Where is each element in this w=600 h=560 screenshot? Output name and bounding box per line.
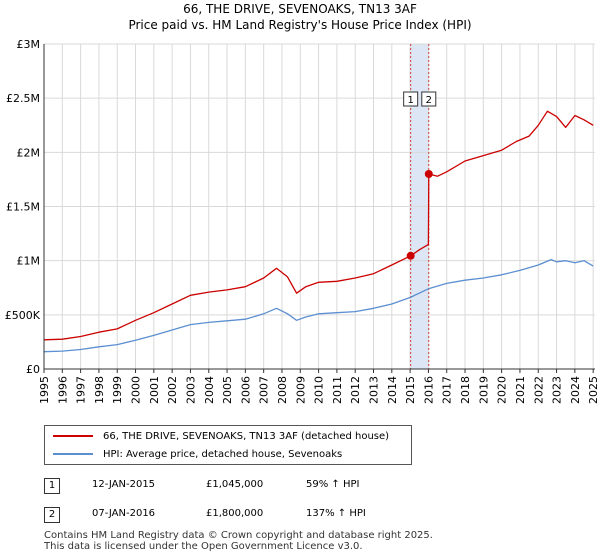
x-tick-label: 2015	[404, 376, 417, 404]
x-tick-label: 2005	[221, 376, 234, 404]
x-tick-label: 1995	[38, 376, 51, 404]
x-tick-label: 2017	[441, 376, 454, 404]
transaction-number: 1	[44, 478, 60, 494]
x-tick-label: 2002	[166, 376, 179, 404]
x-tick-label: 1998	[93, 376, 106, 404]
legend: 66, THE DRIVE, SEVENOAKS, TN13 3AF (deta…	[44, 425, 412, 465]
transaction-price: £1,045,000	[206, 479, 264, 490]
transaction-date: 07-JAN-2016	[92, 508, 156, 519]
chart-title-line1: 66, THE DRIVE, SEVENOAKS, TN13 3AF	[183, 2, 417, 16]
legend-label-hpi: HPI: Average price, detached house, Seve…	[103, 448, 343, 460]
transaction-row-1: 1 12-JAN-2015 £1,045,000 59% ↑ HPI	[44, 478, 564, 496]
x-tick-label: 2024	[569, 376, 582, 404]
x-tick-label: 2008	[276, 376, 289, 404]
y-tick-label: £500K	[5, 309, 41, 322]
x-tick-label: 2000	[130, 376, 143, 404]
y-tick-label: £2M	[17, 146, 41, 159]
property-price-line	[43, 110, 594, 341]
y-tick-label: £1.5M	[6, 201, 40, 214]
transaction-price: £1,800,000	[206, 508, 264, 519]
footer-attribution: Contains HM Land Registry data © Crown c…	[44, 530, 433, 552]
sale-point	[424, 170, 433, 178]
x-tick-label: 2020	[496, 376, 509, 404]
transaction-number: 2	[44, 507, 60, 523]
x-tick-label: 2009	[294, 376, 307, 404]
x-tick-label: 2010	[313, 376, 326, 404]
x-tick-label: 2023	[551, 376, 564, 404]
footer-line-2: This data is licensed under the Open Gov…	[44, 541, 363, 552]
x-tick-label: 2004	[203, 376, 216, 404]
legend-swatch-property	[53, 435, 93, 437]
x-tick-label: 2011	[331, 376, 344, 404]
transaction-row-2: 2 07-JAN-2016 £1,800,000 137% ↑ HPI	[44, 507, 564, 525]
x-tick-label: 2019	[477, 376, 490, 404]
x-tick-label: 1996	[56, 376, 69, 404]
legend-swatch-hpi	[53, 453, 93, 455]
x-tick-label: 2025	[587, 376, 600, 404]
x-tick-label: 1999	[111, 376, 124, 404]
sale-label-box	[403, 91, 419, 107]
transaction-date: 12-JAN-2015	[92, 479, 156, 490]
x-tick-label: 2018	[459, 376, 472, 404]
x-tick-label: 2022	[532, 376, 545, 404]
sale-label-text: 1	[407, 95, 413, 106]
x-tick-label: 2006	[239, 376, 252, 404]
sale-label-text: 2	[426, 95, 432, 106]
x-tick-label: 2001	[148, 376, 161, 404]
sale-label-box	[421, 91, 437, 107]
x-tick-label: 2021	[514, 376, 527, 404]
transaction-hpi-change: 59% ↑ HPI	[306, 479, 360, 490]
chart-title-line2: Price paid vs. HM Land Registry's House …	[128, 18, 472, 32]
x-tick-label: 1997	[75, 376, 88, 404]
legend-label-property: 66, THE DRIVE, SEVENOAKS, TN13 3AF (deta…	[103, 430, 390, 442]
y-tick-label: £0	[26, 363, 40, 376]
hpi-line	[43, 258, 594, 353]
y-tick-label: £2.5M	[6, 92, 40, 105]
legend-item-hpi: HPI: Average price, detached house, Seve…	[53, 446, 342, 462]
x-tick-label: 2003	[184, 376, 197, 404]
x-tick-label: 2013	[368, 376, 381, 404]
transaction-hpi-change: 137% ↑ HPI	[306, 508, 366, 519]
y-tick-label: £3M	[17, 38, 41, 51]
price-chart: £0 £500K £1M £1.5M £2M £2.5M £3M 1995 1996 1997 19…	[5, 38, 600, 404]
x-tick-label: 2007	[258, 376, 271, 404]
footer-line-1: Contains HM Land Registry data © Crown c…	[44, 530, 433, 541]
x-tick-label: 2012	[349, 376, 362, 404]
y-tick-label: £1M	[17, 255, 41, 268]
x-tick-label: 2016	[422, 376, 435, 404]
legend-item-property: 66, THE DRIVE, SEVENOAKS, TN13 3AF (deta…	[53, 428, 389, 444]
x-tick-label: 2014	[386, 376, 399, 404]
sale-point	[406, 251, 415, 260]
